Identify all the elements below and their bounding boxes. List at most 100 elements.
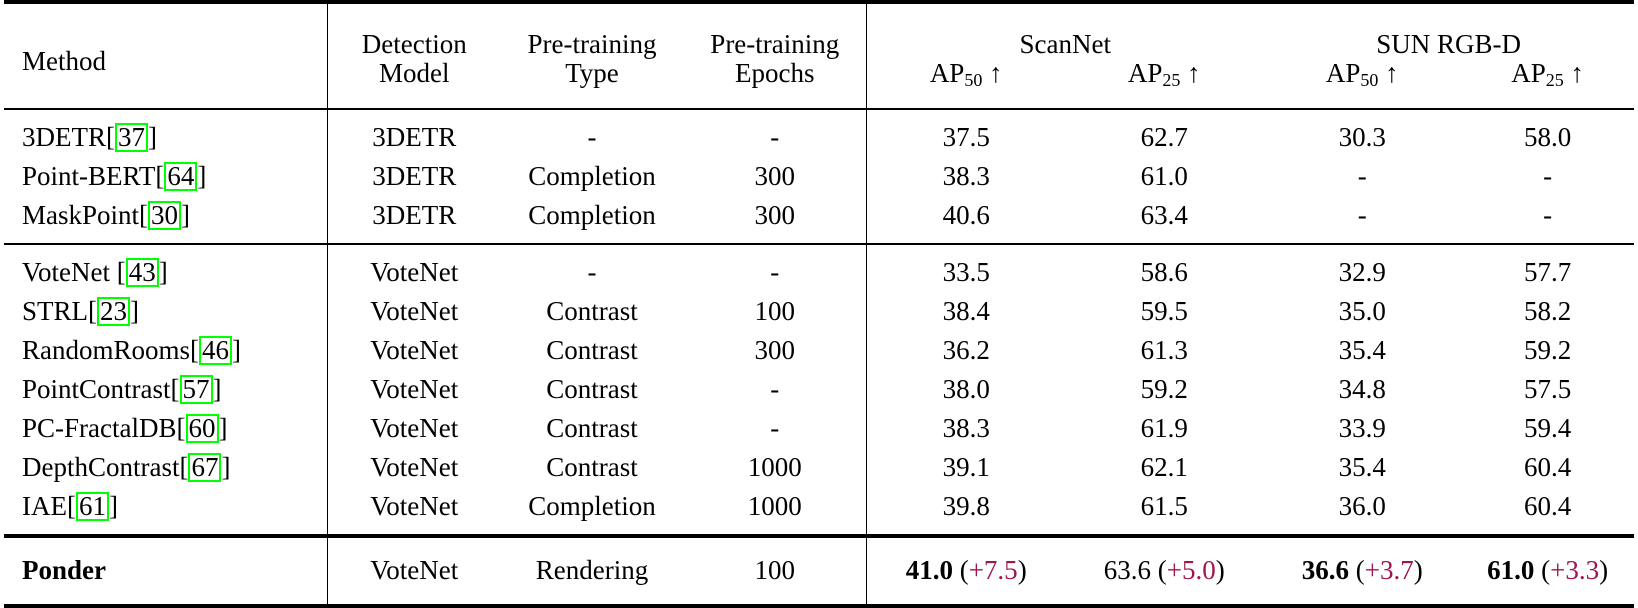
sun-ap50-cell: 35.0	[1338, 296, 1386, 326]
scannet-ap50-cell: 36.2	[942, 335, 990, 365]
scannet-ap25-cell: 63.4	[1140, 200, 1188, 230]
pretraining-epochs-cell: 100	[683, 292, 868, 331]
scannet-ap50-cell: 39.8	[942, 491, 990, 521]
sun-ap25-cell: 57.7	[1524, 257, 1572, 287]
table-row: 3DETR[37] 3DETR - - 37.5 62.7 30.3 58.0	[4, 109, 1634, 157]
header-sun-ap25: AP25 ↑	[1511, 58, 1585, 90]
citation-link[interactable]: 60	[185, 413, 219, 444]
pretraining-type-cell: Contrast	[546, 413, 638, 443]
group-3detr: 3DETR[37] 3DETR - - 37.5 62.7 30.3 58.0 …	[4, 109, 1634, 244]
results-table-figure: Method Detection Pre-training Pre-traini…	[4, 2, 1634, 606]
citation-link[interactable]: 23	[97, 296, 131, 327]
method-cell: DepthContrast[67]	[4, 448, 328, 487]
sun-ap50-cell: -	[1357, 161, 1367, 191]
pretraining-epochs-cell: 300	[683, 196, 868, 244]
pretraining-type-cell: Contrast	[546, 296, 638, 326]
pretraining-type-cell: Contrast	[546, 335, 638, 365]
sun-ap25-cell: 60.4	[1524, 491, 1572, 521]
sun-ap50-cell: 36.6 (+3.7)	[1301, 554, 1423, 585]
detection-model-cell: VoteNet	[370, 452, 459, 482]
table-row: VoteNet [43] VoteNet - - 33.5 58.6 32.9 …	[4, 244, 1634, 292]
sun-ap25-cell: 59.4	[1524, 413, 1572, 443]
header-sun-ap50: AP50 ↑	[1325, 58, 1399, 90]
sun-ap50-cell: 33.9	[1338, 413, 1386, 443]
scannet-ap50-cell: 38.4	[942, 296, 990, 326]
scannet-ap25-cell: 62.7	[1140, 122, 1188, 152]
scannet-ap50-cell: 38.3	[942, 161, 990, 191]
detection-model-cell: 3DETR	[372, 200, 457, 230]
method-cell: PC-FractalDB[60]	[4, 409, 328, 448]
scannet-ap25-cell: 62.1	[1140, 452, 1188, 482]
header-detection-model-line2: Model	[379, 58, 450, 88]
citation-link[interactable]: 46	[199, 335, 233, 366]
pretraining-type-cell: Rendering	[535, 554, 649, 585]
detection-model-cell: VoteNet	[370, 374, 459, 404]
up-arrow-icon: ↑	[1570, 58, 1585, 88]
pretraining-epochs-cell: 1000	[683, 487, 868, 536]
header-sunrgbd: SUN RGB-D	[1376, 29, 1522, 59]
sun-ap50-cell: 35.4	[1338, 335, 1386, 365]
detection-model-cell: VoteNet	[370, 413, 459, 443]
sun-ap50-cell: 32.9	[1338, 257, 1386, 287]
header-pretraining-type-line1: Pre-training	[527, 29, 657, 59]
improvement-delta: +5.0	[1166, 554, 1216, 585]
scannet-ap25-cell: 61.5	[1140, 491, 1188, 521]
scannet-ap50-cell: 38.0	[942, 374, 990, 404]
citation-link[interactable]: 43	[125, 257, 159, 288]
scannet-ap50-cell: 33.5	[942, 257, 990, 287]
improvement-delta: +7.5	[968, 554, 1018, 585]
detection-model-cell: VoteNet	[370, 296, 459, 326]
pretraining-epochs-cell: -	[683, 244, 868, 292]
pretraining-type-cell: Completion	[528, 200, 656, 230]
sun-ap25-cell: -	[1543, 161, 1553, 191]
detection-model-cell: VoteNet	[370, 335, 459, 365]
citation-link[interactable]: 67	[188, 452, 222, 483]
pretraining-epochs-cell: -	[683, 109, 868, 157]
header-detection-model-line1: Detection	[361, 29, 467, 59]
scannet-ap50-cell: 40.6	[942, 200, 990, 230]
scannet-ap25-cell: 58.6	[1140, 257, 1188, 287]
scannet-ap25-cell: 61.9	[1140, 413, 1188, 443]
pretraining-epochs-cell: 300	[683, 331, 868, 370]
citation-link[interactable]: 37	[115, 122, 148, 153]
scannet-ap50-cell: 39.1	[942, 452, 990, 482]
up-arrow-icon: ↑	[989, 58, 1003, 88]
sun-ap25-cell: 60.4	[1524, 452, 1572, 482]
citation-link[interactable]: 64	[164, 161, 198, 192]
pretraining-type-cell: Contrast	[546, 374, 638, 404]
table-row: MaskPoint[30] 3DETR Completion 300 40.6 …	[4, 196, 1634, 244]
scannet-ap25-cell: 59.2	[1140, 374, 1188, 404]
table-row: PointContrast[57] VoteNet Contrast - 38.…	[4, 370, 1634, 409]
header-pretraining-epochs-line2: Epochs	[683, 58, 868, 109]
table-row: DepthContrast[67] VoteNet Contrast 1000 …	[4, 448, 1634, 487]
group-ours: Ponder VoteNet Rendering 100 41.0 (+7.5)…	[4, 536, 1634, 606]
sun-ap50-cell: 35.4	[1338, 452, 1386, 482]
pretraining-epochs-cell: -	[683, 409, 868, 448]
table-row: Point-BERT[64] 3DETR Completion 300 38.3…	[4, 157, 1634, 196]
citation-link[interactable]: 57	[179, 374, 213, 405]
scannet-ap25-cell: 59.5	[1140, 296, 1188, 326]
pretraining-type-cell: Completion	[528, 491, 656, 521]
method-cell: VoteNet [43]	[4, 244, 328, 292]
header-scannet-ap25: AP25 ↑	[1127, 58, 1201, 90]
detection-model-cell: 3DETR	[372, 161, 457, 191]
method-cell: STRL[23]	[4, 292, 328, 331]
sun-ap25-cell: 58.2	[1524, 296, 1572, 326]
detection-model-cell: VoteNet	[370, 554, 459, 585]
results-table: Method Detection Pre-training Pre-traini…	[4, 0, 1634, 608]
header-pretraining-type-line2: Type	[565, 58, 619, 88]
method-cell: 3DETR[37]	[4, 109, 328, 157]
detection-model-cell: VoteNet	[370, 257, 459, 287]
sun-ap50-cell: 36.0	[1338, 491, 1386, 521]
method-cell: Point-BERT[64]	[4, 157, 328, 196]
citation-link[interactable]: 30	[148, 200, 182, 231]
pretraining-epochs-cell: 100	[683, 536, 868, 606]
method-cell-ponder: Ponder	[4, 536, 328, 606]
pretraining-epochs-cell: -	[683, 370, 868, 409]
sun-ap25-cell: 59.2	[1524, 335, 1572, 365]
table-row: RandomRooms[46] VoteNet Contrast 300 36.…	[4, 331, 1634, 370]
citation-link[interactable]: 61	[75, 491, 109, 522]
header-pretraining-epochs-line1: Pre-training	[683, 2, 868, 58]
scannet-ap25-cell: 61.3	[1140, 335, 1188, 365]
header-method: Method	[4, 2, 328, 109]
